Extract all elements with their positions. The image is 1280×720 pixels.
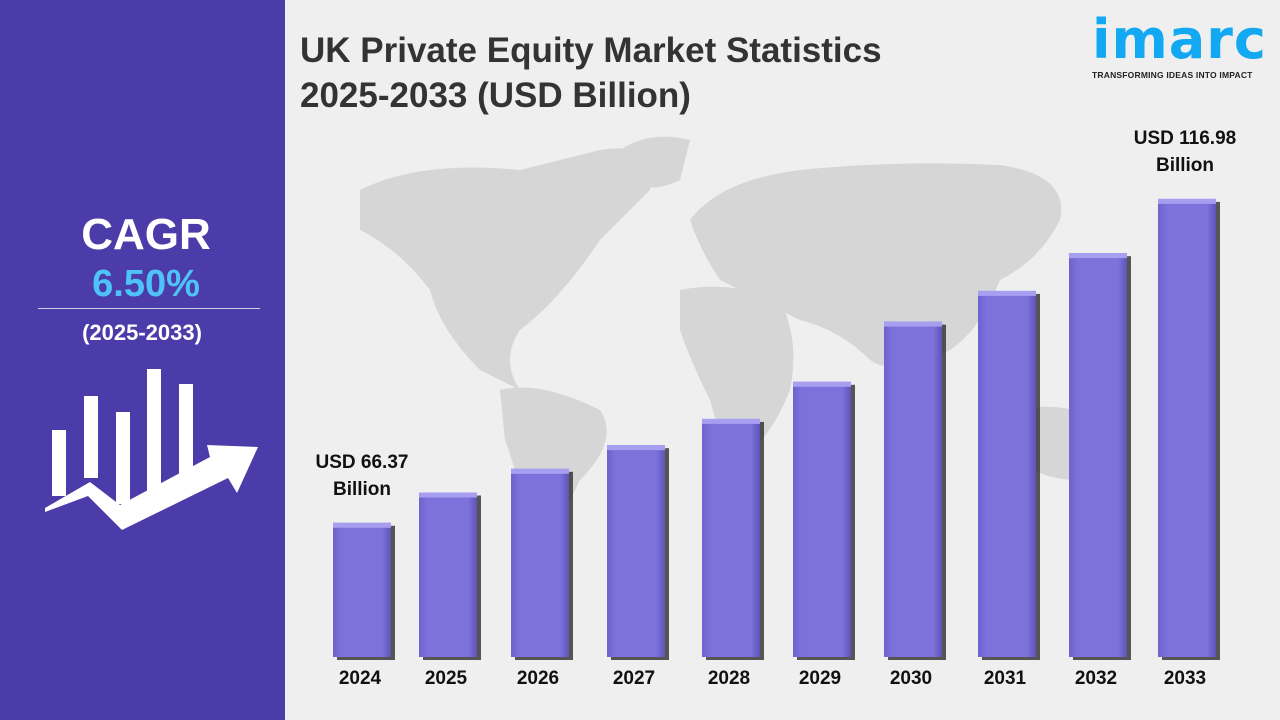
x-tick-label: 2024 (339, 668, 382, 689)
bar-top-bevel (702, 418, 760, 424)
x-tick-label: 2030 (890, 668, 932, 689)
chart-title: UK Private Equity Market Statistics 2025… (300, 28, 882, 118)
logo-word: imarc (1092, 8, 1267, 71)
bar-top-bevel (793, 381, 851, 387)
bar-top-bevel (978, 290, 1036, 296)
x-tick-label: 2032 (1075, 668, 1117, 689)
logo-tagline: TRANSFORMING IDEAS INTO IMPACT (1092, 70, 1253, 80)
data-label: USD 66.37 (316, 452, 409, 473)
bar-2025 (419, 492, 477, 657)
x-tick-label: 2033 (1164, 668, 1206, 689)
bar-2030 (884, 321, 942, 657)
bar-top-bevel (511, 468, 569, 474)
bar-2032 (1069, 253, 1127, 657)
bar-2024 (333, 522, 391, 657)
x-tick-label: 2031 (984, 668, 1027, 689)
bar-2029 (793, 381, 851, 657)
bar-2027 (607, 445, 665, 657)
x-tick-label: 2028 (708, 668, 750, 689)
bar-top-bevel (1158, 198, 1216, 204)
data-label: USD 116.98 (1134, 128, 1236, 149)
bar-2031 (978, 290, 1036, 657)
x-tick-label: 2026 (517, 668, 559, 689)
bar-2026 (511, 468, 569, 657)
bar-chart-growth-arrow-icon (45, 369, 258, 530)
bar-top-bevel (607, 445, 665, 451)
x-tick-label: 2029 (799, 668, 841, 689)
cagr-value: 6.50% (92, 263, 200, 305)
title-line-2: 2025-2033 (USD Billion) (300, 76, 691, 115)
title-line-1: UK Private Equity Market Statistics (300, 31, 882, 70)
x-tick-label: 2025 (425, 668, 468, 689)
x-tick-label: 2027 (613, 668, 655, 689)
bar-2028 (702, 418, 760, 657)
bar-top-bevel (1069, 253, 1127, 259)
cagr-panel: CAGR 6.50% (2025-2033) (0, 0, 285, 720)
cagr-period: (2025-2033) (82, 320, 202, 345)
bar-top-bevel (333, 522, 391, 528)
bar-top-bevel (884, 321, 942, 327)
cagr-label: CAGR (81, 210, 211, 259)
imarc-logo: imarc TRANSFORMING IDEAS INTO IMPACT (1092, 8, 1268, 81)
divider (38, 308, 260, 309)
bar-top-bevel (419, 492, 477, 498)
data-label: Billion (333, 479, 391, 500)
data-label: Billion (1156, 155, 1214, 176)
bar-2033 (1158, 198, 1216, 657)
